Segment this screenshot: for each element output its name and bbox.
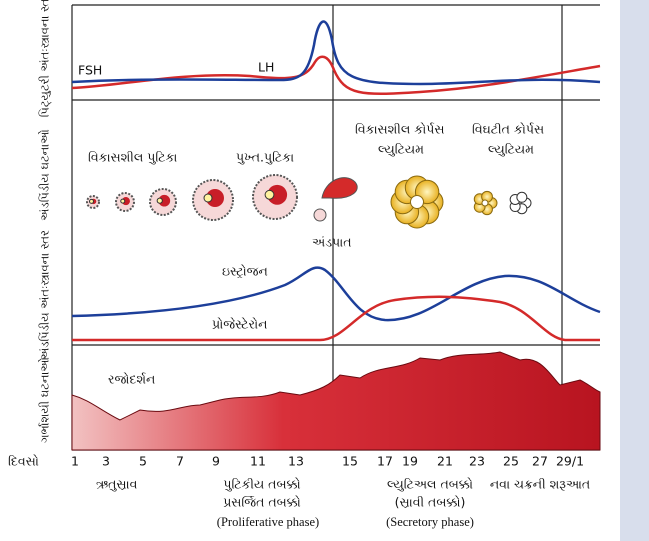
released-ovum bbox=[314, 209, 326, 221]
phase: ઋતુસ્રાવ bbox=[96, 477, 138, 492]
phase: નવા ચક્રની શરૂઆત bbox=[490, 477, 591, 492]
day-tick: 27 bbox=[532, 454, 548, 469]
phase: પ્રસર્જિત તબક્કો bbox=[223, 495, 301, 510]
corpus-albicans-lobe bbox=[517, 192, 527, 202]
caption: વિકાસશીલ કોર્પસ bbox=[355, 122, 445, 137]
ovum bbox=[265, 190, 274, 199]
days-label: દિવસો bbox=[8, 454, 39, 469]
fsh-curve bbox=[72, 57, 600, 94]
row-label: ગર્ભાશયી ઘટનાઓ bbox=[38, 357, 52, 443]
corpus-luteum-center bbox=[411, 196, 424, 209]
day-tick: 21 bbox=[437, 454, 453, 469]
estrogen-label: ઇસ્ટ્રોજન bbox=[222, 264, 268, 280]
caption: પુખ્ત.પુટિકા bbox=[236, 150, 294, 165]
diagram: પિટ્યુટરી અંતઃસ્ત્રાવના સ્તર અંડપિંડીય ઘ… bbox=[0, 0, 649, 541]
ovum bbox=[157, 198, 162, 203]
phase: લ્યુટિઅલ તબક્કો bbox=[387, 477, 473, 492]
caption: લ્યુટિયમ bbox=[378, 142, 424, 157]
row-label: અંડપિંડીય અંતઃસ્ત્રાવના સ્તર bbox=[37, 230, 51, 360]
day-tick: 23 bbox=[469, 454, 485, 469]
caption: વિકાસશીલ પુટિકા bbox=[88, 150, 177, 165]
day-tick: 5 bbox=[139, 454, 147, 469]
fsh-label: FSH bbox=[78, 63, 102, 78]
day-tick: 29/1 bbox=[556, 454, 584, 469]
lh-label: LH bbox=[258, 60, 274, 75]
day-tick: 17 bbox=[377, 454, 393, 469]
phase: પુટિકીય તબક્કો bbox=[223, 477, 300, 492]
caption: લ્યુટિયમ bbox=[488, 142, 534, 157]
ovum bbox=[121, 199, 125, 203]
ovum bbox=[90, 199, 94, 203]
day-tick: 7 bbox=[176, 454, 184, 469]
row-label: અંડપિંડીય ઘટનાઓ bbox=[37, 129, 51, 221]
ovum bbox=[204, 194, 212, 202]
day-tick: 11 bbox=[250, 454, 266, 469]
phase: (Proliferative phase) bbox=[217, 515, 319, 529]
day-tick: 25 bbox=[503, 454, 519, 469]
caption: વિઘટીત કોર્પસ bbox=[472, 122, 545, 137]
day-tick: 1 bbox=[71, 454, 79, 469]
row-label: પિટ્યુટરી અંતઃસ્ત્રાવના સ્તર bbox=[38, 0, 53, 117]
progesterone-label: પ્રોજેસ્ટેરોન bbox=[212, 316, 268, 331]
phase: (સ્રાવી તબક્કો) bbox=[395, 495, 466, 510]
caption: અંડપાત bbox=[312, 235, 352, 250]
corpus-luteum-center bbox=[482, 200, 488, 206]
progesterone-curve bbox=[72, 297, 600, 340]
phase: (Secretory phase) bbox=[386, 515, 474, 529]
estrogen-curve bbox=[72, 268, 600, 320]
endometrium bbox=[72, 352, 600, 450]
day-tick: 19 bbox=[402, 454, 418, 469]
day-tick: 9 bbox=[212, 454, 220, 469]
day-tick: 3 bbox=[102, 454, 110, 469]
page-edge bbox=[620, 0, 649, 541]
day-tick: 15 bbox=[342, 454, 358, 469]
caption: રજોદર્શન bbox=[108, 372, 156, 387]
ruptured-follicle bbox=[322, 178, 357, 199]
follicles bbox=[87, 175, 531, 228]
day-tick: 13 bbox=[288, 454, 304, 469]
